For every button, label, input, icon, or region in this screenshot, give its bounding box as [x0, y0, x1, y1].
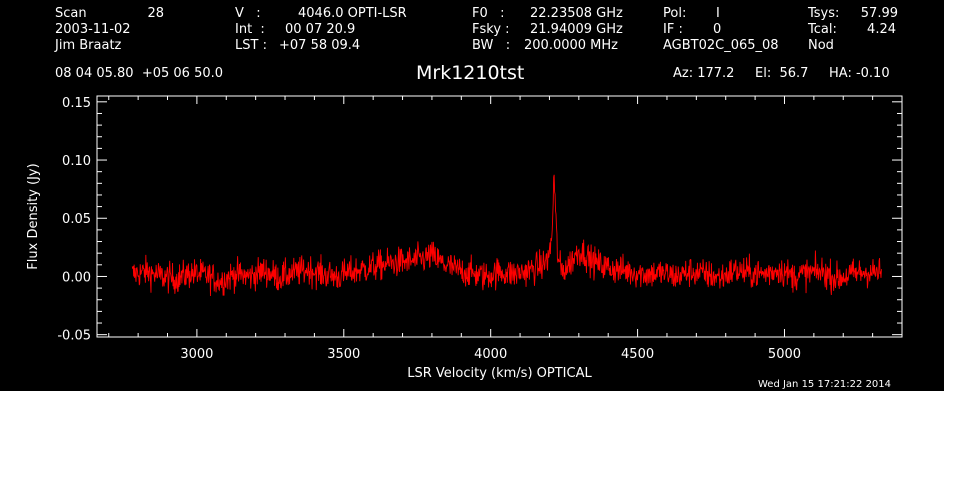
spectrum-chart: 3000 3500 4000 4500 5000 -0.05 0.00 0.05 0.10 0.1… — [26, 95, 903, 381]
integration-label: Int : — [235, 22, 265, 37]
tsys-label: Tsys: — [808, 6, 840, 21]
obs-date: 2003-11-02 — [55, 22, 131, 37]
hour-angle: HA: -0.10 — [829, 66, 890, 81]
velocity-value: 4046.0 OPTI-LSR — [298, 6, 407, 21]
tcal-label: Tcal: — [808, 22, 837, 37]
x-tick-label: 4000 — [474, 347, 507, 362]
if-label: IF : — [663, 22, 683, 37]
azimuth: Az: 177.2 — [673, 66, 735, 81]
spectrum-trace — [131, 174, 882, 297]
y-tick-label: 0.05 — [62, 212, 91, 227]
bandwidth-value: 200.0000 MHz — [524, 38, 618, 53]
tsys-value: 57.99 — [860, 6, 898, 21]
lst-value: +07 58 09.4 — [279, 38, 361, 53]
observer-name: Jim Braatz — [55, 38, 122, 53]
source-coords: 08 04 05.80 +05 06 50.0 — [55, 66, 224, 81]
y-tick-label: 0.00 — [62, 270, 91, 285]
f0-value: 22.23508 GHz — [530, 6, 623, 21]
y-tick-label: 0.10 — [62, 154, 91, 169]
integration-value: 00 07 20.9 — [285, 22, 356, 37]
x-tick-label: 4500 — [621, 347, 654, 362]
if-value: 0 — [713, 22, 722, 37]
y-tick-label: 0.15 — [62, 96, 91, 111]
pol-value: I — [716, 6, 720, 21]
fsky-label: Fsky : — [472, 22, 510, 37]
plot-timestamp: Wed Jan 15 17:21:22 2014 — [758, 379, 892, 390]
y-tick-label: -0.05 — [57, 329, 91, 344]
source-title: Mrk1210tst — [416, 62, 525, 84]
pol-label: Pol: — [663, 6, 687, 21]
x-tick-label: 5000 — [768, 347, 801, 362]
project-id: AGBT02C_065_08 — [663, 38, 779, 53]
bandwidth-label: BW : — [472, 38, 511, 53]
tcal-value: 4.24 — [867, 22, 896, 37]
x-tick-label: 3500 — [327, 347, 360, 362]
spectrum-panel — [0, 0, 944, 391]
fsky-value: 21.94009 GHz — [530, 22, 623, 37]
y-axis-label: Flux Density (Jy) — [26, 163, 41, 269]
scan-value: 28 — [147, 6, 164, 21]
lst-label: LST : — [235, 38, 267, 53]
x-axis-label: LSR Velocity (km/s) OPTICAL — [407, 366, 592, 381]
obs-mode: Nod — [808, 38, 834, 53]
x-tick-label: 3000 — [180, 347, 213, 362]
scan-label: Scan — [55, 6, 87, 21]
elevation: El: 56.7 — [755, 66, 809, 81]
f0-label: F0 : — [472, 6, 505, 21]
plot-frame — [96, 95, 903, 338]
velocity-label: V : — [235, 6, 261, 21]
